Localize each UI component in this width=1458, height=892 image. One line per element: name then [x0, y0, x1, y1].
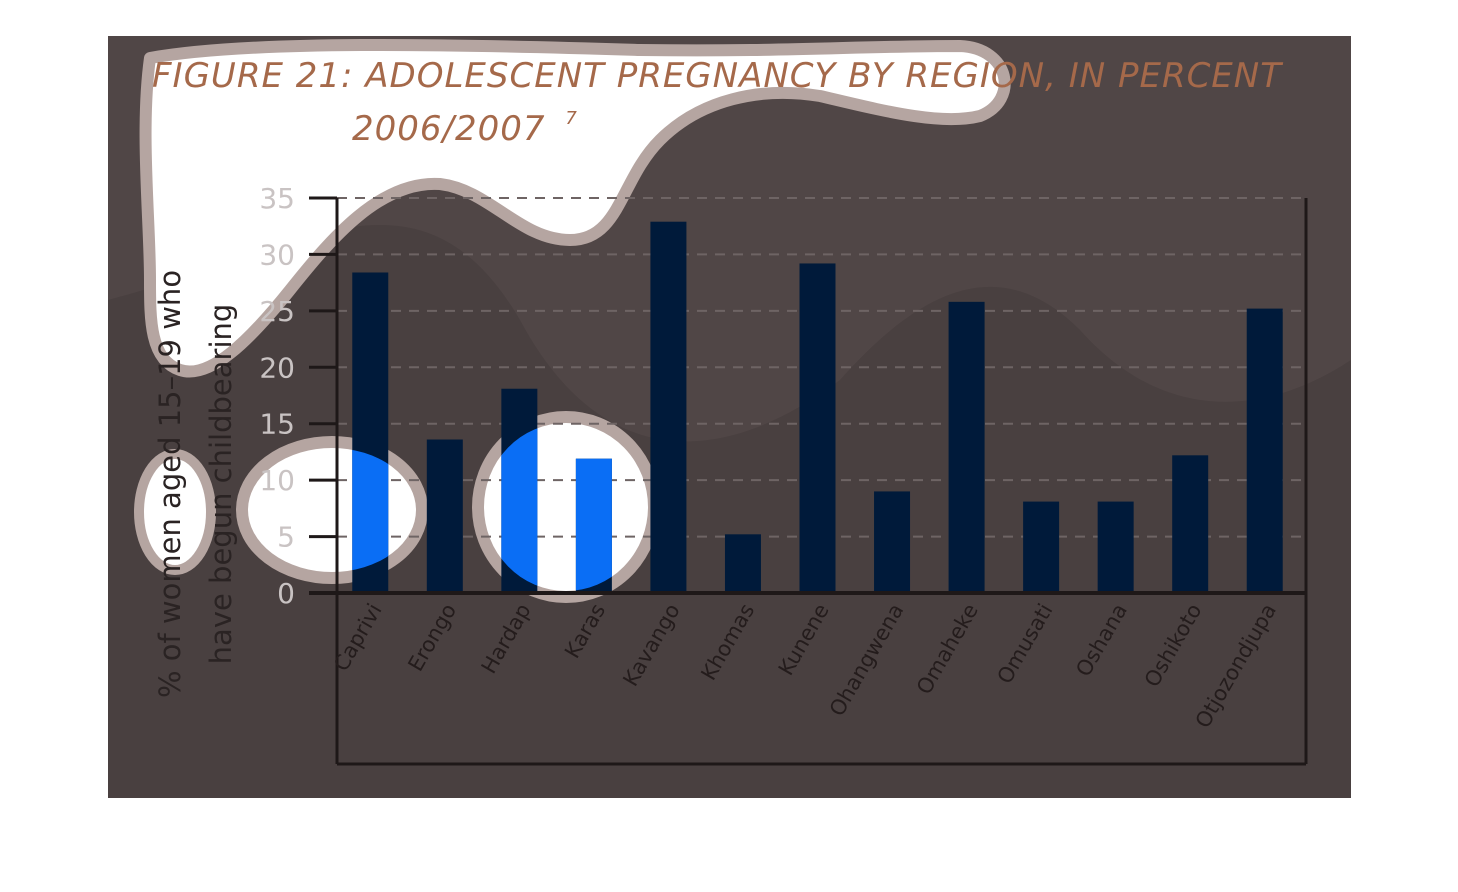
y-tick-label-10: 10: [259, 464, 295, 497]
bar-kavango: [650, 221, 687, 593]
bar-omusati: [1023, 501, 1060, 593]
bar-oshikoto: [1172, 455, 1209, 593]
y-tick-label-5: 5: [277, 521, 295, 554]
y-tick-label-25: 25: [259, 295, 295, 328]
y-axis-title-line2: have begun childbearing: [204, 304, 238, 665]
y-axis-title-line1: % of women aged 15–19 who: [153, 270, 187, 698]
bar-ohangwena: [874, 491, 911, 593]
bars: [352, 221, 1283, 593]
bar-otjozondjupa: [1246, 308, 1283, 593]
bar-omaheke: [948, 301, 985, 593]
y-tick-label-30: 30: [259, 238, 295, 271]
bar-oshana: [1097, 501, 1134, 593]
y-tick-label-20: 20: [259, 351, 295, 384]
bar-highlight-karas: [575, 458, 612, 591]
bar-khomas: [724, 534, 761, 593]
chart-subtitle-years: 2006/2007: [352, 109, 546, 149]
bar-highlight-hardap: [501, 423, 538, 591]
bar-erongo: [426, 439, 463, 593]
chart-subtitle-footnote: 7: [565, 108, 577, 129]
axes: [309, 196, 1308, 766]
y-tick-label-15: 15: [259, 408, 295, 441]
highlight-blob-left: [236, 436, 428, 584]
chart-title: FIGURE 21: ADOLESCENT PREGNANCY BY REGIO…: [152, 56, 1283, 96]
bar-kunene: [799, 263, 836, 593]
chart-subtitle: 2006/2007 7: [352, 108, 578, 149]
title-blob: [139, 38, 1011, 378]
y-tick-labels: 0 5 10 15 20 25 30 35: [259, 182, 295, 610]
highlight-blob-small: [134, 449, 216, 575]
y-tick-label-35: 35: [259, 182, 295, 215]
y-tick-label-0: 0: [277, 577, 295, 610]
